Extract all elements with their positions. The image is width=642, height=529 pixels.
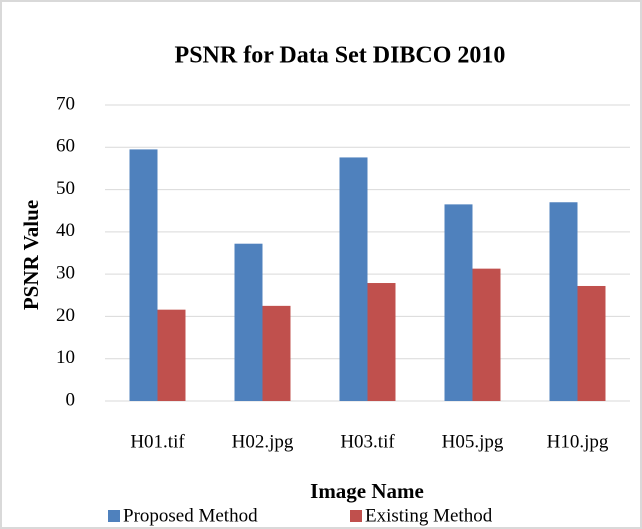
y-tick-label: 50 — [56, 178, 75, 199]
bar — [472, 268, 501, 401]
y-tick-label: 40 — [56, 220, 75, 241]
y-tick-label: 60 — [56, 136, 75, 157]
legend-swatch — [350, 510, 362, 522]
bar — [129, 149, 158, 401]
legend-label: Existing Method — [365, 505, 493, 526]
bar — [367, 283, 396, 401]
x-tick-label: H05.jpg — [442, 431, 504, 452]
bar — [234, 243, 263, 401]
y-tick-label: 70 — [56, 93, 75, 114]
x-tick-label: H01.tif — [130, 431, 185, 452]
y-axis-title: PSNR Value — [19, 200, 43, 310]
bar — [262, 305, 291, 401]
bar — [444, 204, 473, 401]
bar — [549, 202, 578, 401]
x-tick-label: H02.jpg — [232, 431, 294, 452]
y-tick-label: 0 — [66, 389, 76, 410]
y-tick-label: 10 — [56, 347, 75, 368]
bar — [157, 309, 186, 401]
bar — [577, 285, 606, 401]
legend-label: Proposed Method — [123, 505, 258, 526]
x-tick-label: H10.jpg — [547, 431, 609, 452]
y-tick-label: 30 — [56, 263, 75, 284]
x-tick-label: H03.tif — [340, 431, 395, 452]
x-axis-title: Image Name — [310, 479, 424, 503]
bar — [339, 157, 368, 401]
y-tick-label: 20 — [56, 305, 75, 326]
legend-swatch — [108, 510, 120, 522]
chart-title: PSNR for Data Set DIBCO 2010 — [175, 43, 506, 69]
